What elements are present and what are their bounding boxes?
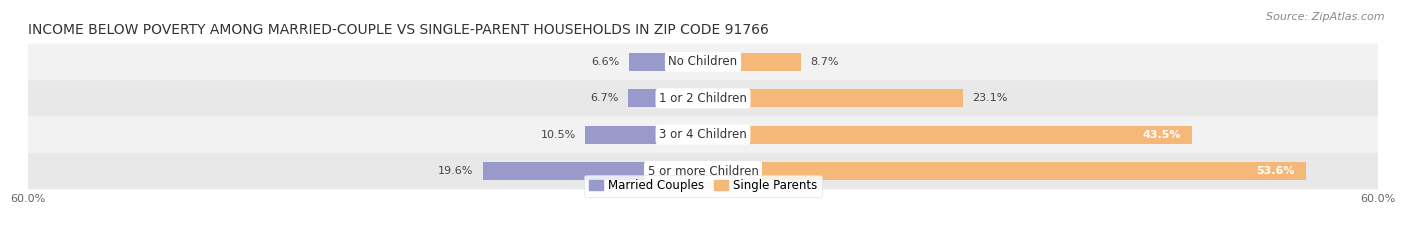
Text: 1 or 2 Children: 1 or 2 Children xyxy=(659,92,747,105)
FancyBboxPatch shape xyxy=(28,116,1378,153)
Bar xyxy=(628,53,703,71)
Bar xyxy=(703,89,963,107)
Text: 3 or 4 Children: 3 or 4 Children xyxy=(659,128,747,141)
Text: 10.5%: 10.5% xyxy=(541,130,576,140)
Bar xyxy=(627,89,703,107)
Text: INCOME BELOW POVERTY AMONG MARRIED-COUPLE VS SINGLE-PARENT HOUSEHOLDS IN ZIP COD: INCOME BELOW POVERTY AMONG MARRIED-COUPL… xyxy=(28,23,769,37)
Text: 43.5%: 43.5% xyxy=(1143,130,1181,140)
Bar xyxy=(482,162,703,180)
Text: 5 or more Children: 5 or more Children xyxy=(648,164,758,178)
Bar xyxy=(585,126,703,144)
Text: 8.7%: 8.7% xyxy=(810,57,838,67)
Legend: Married Couples, Single Parents: Married Couples, Single Parents xyxy=(585,175,821,197)
Bar xyxy=(703,162,1306,180)
FancyBboxPatch shape xyxy=(28,44,1378,80)
Text: Source: ZipAtlas.com: Source: ZipAtlas.com xyxy=(1267,12,1385,22)
Text: 6.7%: 6.7% xyxy=(591,93,619,103)
Text: 19.6%: 19.6% xyxy=(439,166,474,176)
Bar xyxy=(703,53,801,71)
Text: 53.6%: 53.6% xyxy=(1256,166,1295,176)
Text: 23.1%: 23.1% xyxy=(972,93,1007,103)
Bar xyxy=(703,126,1192,144)
Text: 6.6%: 6.6% xyxy=(592,57,620,67)
FancyBboxPatch shape xyxy=(28,153,1378,189)
Text: No Children: No Children xyxy=(668,55,738,69)
FancyBboxPatch shape xyxy=(28,80,1378,116)
